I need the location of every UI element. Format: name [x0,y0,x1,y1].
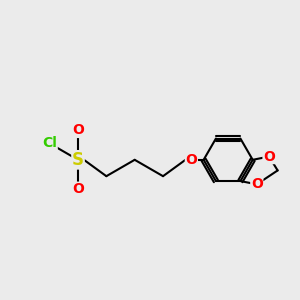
Text: O: O [72,182,84,196]
Text: O: O [263,149,275,164]
Text: O: O [72,123,84,137]
Text: Cl: Cl [42,136,57,151]
Text: O: O [251,177,263,191]
Text: S: S [72,151,84,169]
Text: O: O [185,153,197,167]
